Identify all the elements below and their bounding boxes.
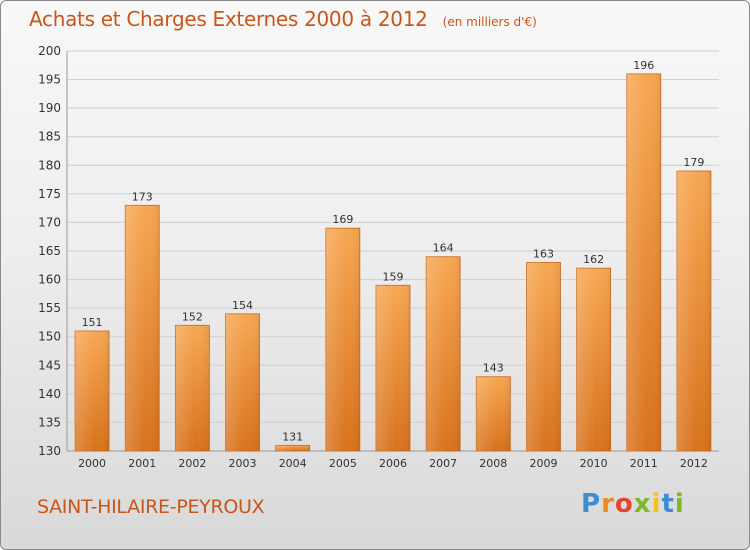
chart-title: Achats et Charges Externes 2000 à 2012 [29, 7, 428, 31]
axis-layer: 130 135 140 145 150 155 160 165 170 175 180 185 190 1… [38, 44, 719, 470]
data-label: 179 [683, 156, 704, 169]
x-tick-label: 2006 [379, 457, 407, 470]
bar-highlight [75, 331, 110, 451]
brand-letter: i [651, 489, 662, 519]
data-label: 131 [282, 430, 303, 443]
y-tick-label: 190 [38, 101, 61, 115]
bar-highlight [476, 376, 511, 451]
x-tick-label: 2005 [329, 457, 357, 470]
data-label: 143 [483, 362, 504, 375]
bar-layer [74, 73, 712, 452]
y-tick-label: 145 [38, 358, 61, 372]
data-label: 151 [82, 316, 103, 329]
y-tick-label: 165 [38, 244, 61, 258]
bar-highlight [225, 313, 260, 451]
y-tick-label: 155 [38, 301, 61, 315]
data-label: 169 [332, 213, 353, 226]
brand-letter: t [661, 489, 675, 519]
y-tick-label: 175 [38, 187, 61, 201]
brand-letter: x [633, 489, 652, 519]
bar-highlight [125, 205, 160, 451]
location-name: SAINT-HILAIRE-PEYROUX [37, 496, 265, 518]
chart-unit-subtitle: (en milliers d'€) [442, 15, 537, 29]
data-label: 196 [633, 59, 654, 72]
bar-highlight [676, 171, 711, 451]
x-tick-label: 2009 [529, 457, 557, 470]
x-tick-label: 2007 [429, 457, 457, 470]
y-tick-label: 130 [38, 444, 61, 458]
y-tick-label: 195 [38, 73, 61, 87]
bar-highlight [175, 325, 210, 451]
bar-highlight [426, 256, 461, 451]
x-tick-label: 2012 [680, 457, 708, 470]
brand-letter: r [601, 489, 615, 519]
data-label: 164 [433, 242, 454, 255]
bar-highlight [576, 268, 611, 451]
bar-highlight [526, 262, 561, 451]
x-tick-label: 2003 [229, 457, 257, 470]
brand-letter: o [614, 489, 634, 519]
x-tick-label: 2000 [78, 457, 106, 470]
y-tick-label: 170 [38, 215, 61, 229]
brand-letter: P [581, 489, 602, 519]
bar-highlight [626, 73, 661, 451]
y-tick-label: 140 [38, 387, 61, 401]
y-tick-label: 135 [38, 415, 61, 429]
data-label: 173 [132, 190, 153, 203]
data-label: 154 [232, 299, 253, 312]
y-tick-label: 160 [38, 273, 61, 287]
bar-highlight [325, 228, 360, 451]
brand-letter: i [674, 489, 685, 519]
y-tick-label: 185 [38, 130, 61, 144]
x-tick-label: 2008 [479, 457, 507, 470]
x-tick-label: 2010 [580, 457, 608, 470]
title-row: Achats et Charges Externes 2000 à 2012 (… [29, 7, 537, 31]
bar-highlight [275, 445, 310, 451]
data-label: 159 [383, 270, 404, 283]
proxiti-logo: Proxiti [581, 489, 685, 519]
y-tick-label: 150 [38, 330, 61, 344]
data-label: 163 [533, 247, 554, 260]
y-tick-label: 180 [38, 158, 61, 172]
bar-highlight [376, 285, 410, 451]
label-layer: 151 173 152 154 131 169 159 164 143 163 162 196 179 [82, 59, 705, 443]
x-tick-label: 2004 [279, 457, 307, 470]
data-label: 152 [182, 310, 203, 323]
x-tick-label: 2011 [630, 457, 658, 470]
y-tick-label: 200 [38, 44, 61, 58]
x-tick-label: 2002 [178, 457, 206, 470]
data-label: 162 [583, 253, 604, 266]
x-tick-label: 2001 [128, 457, 156, 470]
